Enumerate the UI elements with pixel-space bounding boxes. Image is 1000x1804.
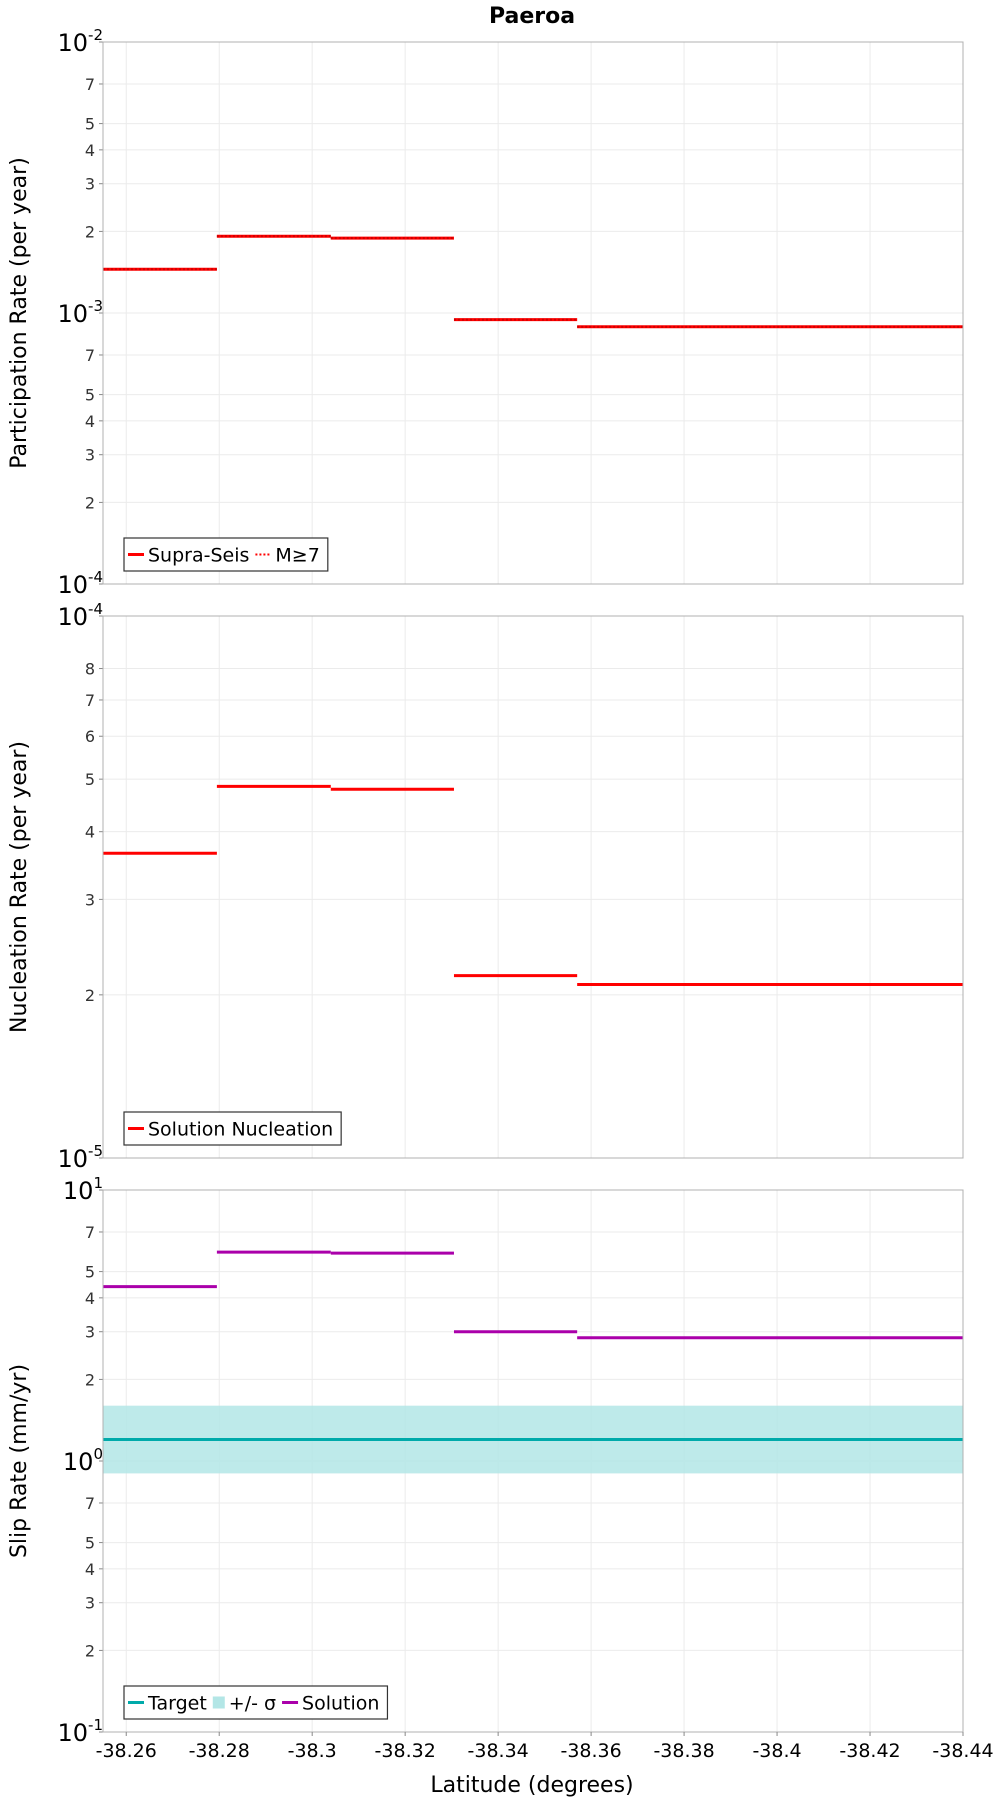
y-tick-label: 4 <box>85 823 95 842</box>
y-tick-label: 10-5 <box>57 1142 103 1173</box>
y-tick-label: 10-4 <box>57 568 103 599</box>
legend-box <box>123 537 329 572</box>
legend-entry-label: Solution <box>302 1693 379 1715</box>
y-tick-label-exponent: -4 <box>88 568 103 586</box>
y-tick-label-base: 10 <box>63 1177 94 1205</box>
legend-entry-label: M≥7 <box>275 545 319 567</box>
legend-nucleation: Solution Nucleation <box>123 1111 342 1146</box>
x-tick-label: -38.26 <box>96 1740 157 1762</box>
y-tick-label: 5 <box>85 1534 95 1553</box>
y-tick-label-base: 10 <box>57 603 88 631</box>
x-axis-ticks: -38.26 -38.28 -38.3 -38.32 -38.34 -38.36 -38.3… <box>96 1732 994 1762</box>
y-tick-label: 7 <box>85 346 95 365</box>
y-tick-label: 8 <box>85 660 95 679</box>
y-tick-label: 10-4 <box>57 600 103 631</box>
y-tick-label: 3 <box>85 890 95 909</box>
y-tick-label-exponent: -3 <box>88 297 103 315</box>
x-tick-label: -38.36 <box>560 1740 621 1762</box>
x-tick-label: -38.28 <box>189 1740 250 1762</box>
legend-slip: Target +/- σ Solution <box>123 1685 389 1720</box>
y-tick-label: 7 <box>85 691 95 710</box>
y-tick-label: 3 <box>85 1594 95 1613</box>
y-tick-label-base: 10 <box>57 1145 88 1173</box>
legend-box <box>123 1685 389 1720</box>
y-tick-label: 7 <box>85 1223 95 1242</box>
y-tick-label-base: 10 <box>57 571 88 599</box>
x-tick-label: -38.3 <box>288 1740 337 1762</box>
x-tick-label: -38.32 <box>375 1740 436 1762</box>
y-tick-label: 101 <box>63 1174 103 1205</box>
chart-title: Paeroa <box>489 4 575 29</box>
legend-box <box>123 1111 342 1146</box>
y-tick-label: 10-3 <box>57 297 103 328</box>
y-tick-label: 7 <box>85 1494 95 1513</box>
y-tick-label: 2 <box>85 493 95 512</box>
y-tick-label-exponent: 1 <box>93 1174 103 1192</box>
y-tick-label: 5 <box>85 115 95 134</box>
y-tick-label: 100 <box>63 1445 103 1476</box>
y-tick-label: 4 <box>85 1560 95 1579</box>
x-tick-label: -38.42 <box>839 1740 900 1762</box>
plot-area-nucleation <box>103 616 963 1158</box>
plot-frame-participation <box>102 41 964 585</box>
x-axis-label: Latitude (degrees) <box>430 1773 633 1798</box>
y-tick-label-exponent: -4 <box>88 600 103 618</box>
y-tick-label-base: 10 <box>57 300 88 328</box>
y-tick-label: 2 <box>85 222 95 241</box>
y-tick-label-exponent: 0 <box>93 1445 103 1463</box>
legend-entry-label: Target <box>147 1693 207 1715</box>
y-tick-label: 2 <box>85 1641 95 1660</box>
x-tick-label: -38.44 <box>932 1740 993 1762</box>
y-tick-label: 10-2 <box>57 26 103 57</box>
y-tick-label-base: 10 <box>57 1719 88 1747</box>
y-tick-label: 6 <box>85 727 95 746</box>
y-tick-label-base: 10 <box>63 1448 94 1476</box>
y-tick-label-base: 10 <box>57 29 88 57</box>
y-tick-label: 10-1 <box>57 1716 103 1747</box>
y-tick-label-exponent: -1 <box>88 1716 103 1734</box>
plot-frame-nucleation <box>102 615 964 1159</box>
y-axis-label-slip: Slip Rate (mm/yr) <box>7 1364 32 1558</box>
plot-frame-slip <box>102 1189 964 1733</box>
y-axis-label-participation: Participation Rate (per year) <box>7 157 32 469</box>
x-tick-label: -38.4 <box>752 1740 801 1762</box>
y-tick-label: 4 <box>85 1289 95 1308</box>
y-axis-label-nucleation: Nucleation Rate (per year) <box>7 741 32 1033</box>
legend-entry-label: +/- σ <box>229 1693 276 1715</box>
y-tick-label: 2 <box>85 1370 95 1389</box>
legend-entry-label: Supra-Seis <box>148 545 249 567</box>
x-tick-label: -38.34 <box>468 1740 529 1762</box>
y-tick-label: 3 <box>85 1323 95 1342</box>
y-tick-label: 2 <box>85 986 95 1005</box>
y-tick-label: 5 <box>85 386 95 405</box>
legend-entry-label: Solution Nucleation <box>148 1119 333 1141</box>
y-tick-label: 4 <box>85 412 95 431</box>
y-tick-label: 5 <box>85 770 95 789</box>
y-tick-label-exponent: -5 <box>88 1142 103 1160</box>
y-tick-label: 7 <box>85 75 95 94</box>
legend-swatch-band <box>212 1696 225 1709</box>
legend-participation: Supra-Seis M≥7 <box>123 537 329 572</box>
y-tick-label: 5 <box>85 1263 95 1282</box>
y-tick-label-exponent: -2 <box>88 26 103 44</box>
y-tick-label: 3 <box>85 175 95 194</box>
x-tick-label: -38.38 <box>653 1740 714 1762</box>
y-tick-label: 4 <box>85 141 95 160</box>
y-tick-label: 3 <box>85 446 95 465</box>
